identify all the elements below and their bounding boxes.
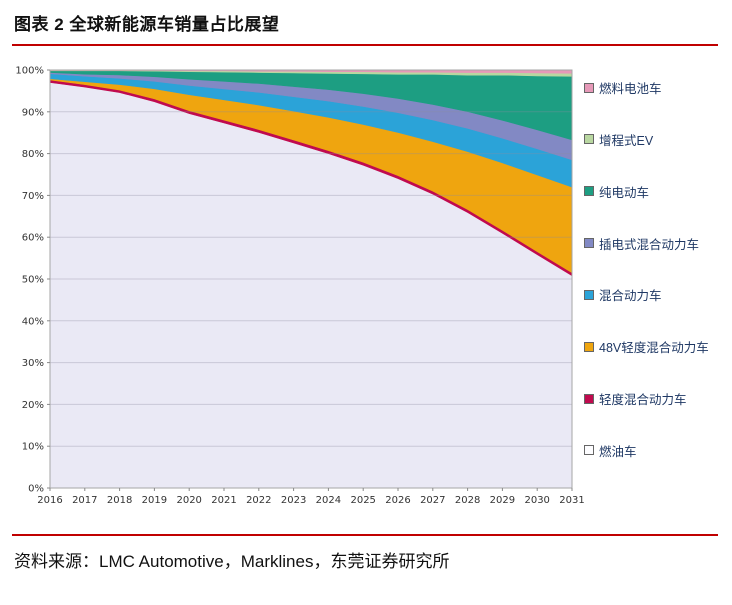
- legend-item-mild-hybrid: 轻度混合动力车: [584, 389, 730, 408]
- erev-swatch-icon: [584, 134, 594, 145]
- legend-label-erev: 增程式EV: [599, 133, 654, 148]
- legend-label-phev: 插电式混合动力车: [599, 237, 700, 252]
- x-tick-label: 2022: [246, 495, 271, 506]
- legend-label-mhev-48v: 48V轻度混合动力车: [599, 341, 709, 356]
- y-tick-label: 10%: [22, 442, 44, 453]
- title-divider-rule: [12, 44, 718, 46]
- y-tick-label: 50%: [22, 275, 44, 286]
- legend-label-fcv: 燃料电池车: [599, 82, 662, 96]
- x-tick-label: 2021: [211, 495, 236, 506]
- x-tick-label: 2017: [72, 495, 97, 506]
- legend-label-mild-hybrid: 轻度混合动力车: [599, 393, 687, 408]
- x-tick-label: 2016: [37, 495, 62, 506]
- y-tick-label: 20%: [22, 400, 44, 411]
- legend-label-fuel-vehicle: 燃油车: [599, 444, 637, 459]
- x-tick-label: 2029: [490, 495, 515, 506]
- x-tick-label: 2018: [107, 495, 132, 506]
- y-tick-label: 60%: [22, 233, 44, 244]
- legend-item-fcv: 燃料电池车: [584, 78, 730, 97]
- fuel-vehicle-swatch-icon: [584, 445, 594, 456]
- legend-label-hybrid: 混合动力车: [599, 289, 662, 304]
- legend-item-phev: 插电式混合动力车: [584, 234, 730, 253]
- mild-hybrid-swatch-icon: [584, 393, 594, 404]
- y-tick-label: 80%: [22, 149, 44, 160]
- y-tick-label: 70%: [22, 191, 44, 202]
- x-tick-label: 2025: [350, 495, 375, 506]
- legend-item-fuel-vehicle: 燃油车: [584, 441, 730, 460]
- x-tick-label: 2024: [316, 495, 341, 506]
- legend-label-bev: 纯电动车: [599, 185, 650, 200]
- y-tick-label: 100%: [15, 66, 44, 77]
- legend-item-hybrid: 混合动力车: [584, 285, 730, 304]
- y-tick-label: 90%: [22, 107, 44, 118]
- chart-legend: 燃料电池车增程式EV 纯电动车插电式混合动力车 混合动力车 48V轻度混合动力车 轻度混…: [584, 78, 730, 460]
- page-title: 图表 2 全球新能源车销量占比展望: [14, 15, 280, 34]
- chart-plot-area: 0% 10% 20% 30% 40% 50% 60% 70% 80% 90% 100% 2016 201…: [15, 66, 584, 507]
- y-tick-label: 0%: [28, 484, 44, 495]
- x-tick-label: 2030: [524, 495, 549, 506]
- source-divider-rule: [12, 534, 718, 536]
- x-tick-label: 2026: [385, 495, 410, 506]
- x-tick-label: 2028: [455, 495, 480, 506]
- stacked-area-chart: 0% 10% 20% 30% 40% 50% 60% 70% 80% 90% 100% 2016 201…: [8, 60, 584, 512]
- y-tick-label: 30%: [22, 358, 44, 369]
- x-tick-label: 2020: [176, 495, 201, 506]
- mhev-48v-swatch-icon: [584, 341, 594, 352]
- x-tick-label: 2023: [281, 495, 306, 506]
- hybrid-swatch-icon: [584, 289, 594, 300]
- x-tick-label: 2019: [142, 495, 167, 506]
- fcv-swatch-icon: [584, 82, 594, 93]
- bev-swatch-icon: [584, 186, 594, 197]
- legend-item-mhev-48v: 48V轻度混合动力车: [584, 337, 730, 356]
- phev-swatch-icon: [584, 238, 594, 249]
- x-tick-label: 2027: [420, 495, 445, 506]
- legend-item-bev: 纯电动车: [584, 182, 730, 201]
- x-tick-label: 2031: [559, 495, 584, 506]
- legend-item-erev: 增程式EV: [584, 130, 730, 149]
- y-tick-label: 40%: [22, 316, 44, 327]
- source-attribution: 资料来源：LMC Automotive，Marklines，东莞证券研究所: [14, 552, 450, 571]
